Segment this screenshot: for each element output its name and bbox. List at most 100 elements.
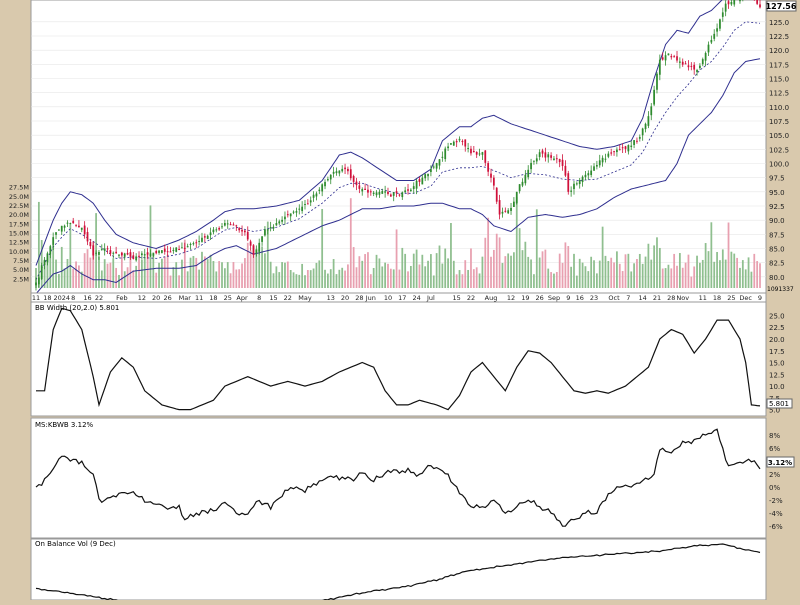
candle-body <box>756 0 759 4</box>
ms-kbwb-panel-bg <box>30 417 767 539</box>
candle-body <box>46 253 49 263</box>
bb-width-line <box>36 307 761 411</box>
price-tick-label: 120.0 <box>769 47 789 55</box>
candle-body <box>412 186 415 190</box>
candle-body <box>644 123 647 130</box>
date-tick-label: 20 <box>341 294 349 302</box>
price-tick-label: 117.5 <box>769 61 789 69</box>
candle-body <box>504 210 507 212</box>
volume-bar <box>209 254 212 288</box>
volume-bar <box>378 258 381 288</box>
date-tick-label: 16 <box>83 294 91 302</box>
date-tick-label: 11 <box>699 294 707 302</box>
candle-body <box>49 246 52 255</box>
volume-bar <box>395 229 398 288</box>
candle-body <box>166 251 169 253</box>
volume-bar <box>355 267 358 288</box>
candle-body <box>627 145 630 152</box>
volume-bar <box>721 249 724 288</box>
candle-body <box>656 73 658 90</box>
volume-bar <box>83 253 86 288</box>
candle-body <box>149 253 152 257</box>
volume-bar <box>112 258 115 288</box>
volume-bar <box>235 269 238 288</box>
volume-bar <box>381 266 384 288</box>
candle-body <box>129 252 132 257</box>
ms-kbwb-title: MS:KBWB 3.12% <box>35 421 94 429</box>
candle-body <box>424 174 427 179</box>
candle-body <box>452 141 455 146</box>
volume-bar <box>80 271 83 288</box>
candle-body <box>315 193 318 197</box>
candle-body <box>109 250 112 254</box>
candle-body <box>178 249 180 251</box>
candle-body <box>387 191 389 194</box>
volume-bar <box>286 261 289 288</box>
volume-bar <box>587 271 590 288</box>
last-price-label: 127.56 <box>766 2 797 11</box>
date-tick-label: Aug <box>485 294 498 302</box>
volume-bar <box>78 265 80 288</box>
candle-body <box>272 226 275 229</box>
volume-tick-label: 7.5M <box>13 257 29 265</box>
volume-bar <box>244 258 246 288</box>
obv-panel-bg <box>30 538 767 601</box>
volume-bar <box>492 249 495 288</box>
candle-body <box>252 245 255 255</box>
volume-bar <box>541 251 544 288</box>
candle-body <box>189 243 192 245</box>
ms-kbwb-tag-bg <box>766 456 795 468</box>
candle-body <box>232 224 235 226</box>
ms-kbwb-tick-label: 6% <box>769 445 780 453</box>
candle-body <box>684 63 687 65</box>
candle-body <box>344 167 346 170</box>
volume-bar <box>713 261 716 288</box>
volume-bar <box>756 261 759 288</box>
volume-bar <box>43 260 46 288</box>
volume-bar <box>550 272 552 288</box>
volume-bar <box>415 249 418 288</box>
volume-bar <box>564 242 567 288</box>
candle-body <box>349 169 352 179</box>
volume-bar <box>49 254 52 288</box>
volume-bar <box>98 256 100 288</box>
ms-kbwb-tick-label: 0% <box>769 484 780 492</box>
candle-body <box>63 225 66 228</box>
volume-bar <box>292 272 295 288</box>
volume-bar <box>218 261 221 288</box>
candle-body <box>650 106 653 116</box>
candle-body <box>604 158 607 160</box>
candle-body <box>52 237 55 245</box>
date-tick-label: Apr <box>236 294 248 302</box>
candle-body <box>255 249 258 254</box>
candle-body <box>616 149 618 153</box>
candle-body <box>212 229 215 233</box>
candle-body <box>590 170 593 176</box>
volume-bar <box>215 271 218 288</box>
candle-body <box>521 181 524 186</box>
candle-body <box>372 192 375 194</box>
candle-body <box>513 201 515 208</box>
price-tick-label: 110.0 <box>769 104 789 112</box>
candle-body <box>112 252 115 254</box>
volume-bar <box>126 267 129 288</box>
volume-tick-label: 15.0M <box>9 230 29 238</box>
candle-body <box>578 180 581 185</box>
volume-bar <box>143 256 146 288</box>
candle-body <box>721 12 724 17</box>
volume-bar <box>226 262 229 288</box>
volume-bar <box>206 259 209 288</box>
volume-bar <box>487 217 490 288</box>
bollinger-upper-band <box>35 0 723 266</box>
candle-body <box>161 250 163 253</box>
candle-body <box>140 253 143 256</box>
volume-bar <box>481 256 484 288</box>
volume-bar <box>670 268 673 288</box>
candle-body <box>392 192 395 196</box>
price-tick-label: 90.0 <box>769 217 785 225</box>
volume-bar <box>221 262 223 288</box>
volume-bar <box>501 263 504 288</box>
volume-bar <box>633 263 635 288</box>
last-price-tag: 127.56 <box>766 0 797 12</box>
